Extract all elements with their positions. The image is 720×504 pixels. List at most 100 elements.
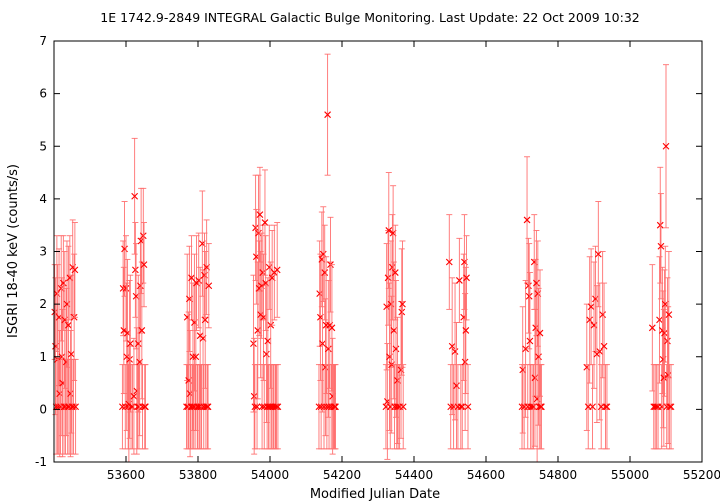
data-point <box>254 327 262 334</box>
data-point <box>273 403 280 411</box>
data-point <box>596 348 604 355</box>
data-point-stroke <box>656 316 663 324</box>
data-point-stroke <box>660 374 668 382</box>
data-point-stroke <box>457 403 465 411</box>
data-point-stroke <box>455 277 463 284</box>
data-point <box>464 403 472 411</box>
data-point <box>192 353 200 361</box>
data-point <box>399 403 407 411</box>
data-point <box>321 269 329 276</box>
data-point <box>274 403 282 411</box>
y-tick-label: 2 <box>39 297 47 311</box>
data-point <box>463 274 470 282</box>
data-point <box>445 258 453 266</box>
data-point-stroke <box>463 274 470 282</box>
x-tick-label: 55000 <box>611 468 649 482</box>
data-point <box>384 274 392 282</box>
x-tick-label: 54400 <box>395 468 433 482</box>
data-point-stroke <box>264 337 272 345</box>
data-point-stroke <box>252 224 259 232</box>
y-tick-label: 1 <box>39 350 47 364</box>
data-point-stroke <box>67 350 75 358</box>
data-point <box>140 261 148 269</box>
data-point <box>393 403 401 411</box>
data-point-stroke <box>265 263 273 271</box>
data-point <box>590 321 598 329</box>
data-point-stroke <box>137 282 144 290</box>
data-point-stroke <box>261 219 269 226</box>
data-point <box>250 340 257 347</box>
data-point <box>119 403 126 411</box>
data-point-stroke <box>653 403 661 411</box>
data-point <box>664 371 672 379</box>
data-point <box>320 403 328 411</box>
y-tick-label: 4 <box>39 192 47 206</box>
data-point <box>656 316 663 324</box>
data-point <box>661 329 668 337</box>
x-tick-label: 53600 <box>107 468 145 482</box>
data-point-stroke <box>447 403 455 411</box>
data-point <box>189 353 197 361</box>
data-point <box>458 403 466 411</box>
data-point-stroke <box>63 300 71 308</box>
data-point-stroke <box>392 345 400 353</box>
data-point <box>252 224 259 232</box>
data-point-stroke <box>317 403 325 411</box>
data-point <box>130 392 138 400</box>
data-point-stroke <box>453 382 460 390</box>
data-point <box>522 345 529 353</box>
data-point <box>455 277 463 284</box>
data-point-stroke <box>525 292 533 300</box>
data-point-stroke <box>451 348 459 355</box>
data-point-stroke <box>385 227 393 234</box>
data-point-stroke <box>458 403 466 411</box>
data-point-stroke <box>195 277 203 284</box>
data-point-stroke <box>121 245 128 253</box>
data-point <box>250 392 258 400</box>
data-point-stroke <box>523 216 531 224</box>
data-point <box>126 340 134 347</box>
data-point-stroke <box>384 274 392 282</box>
data-point <box>256 211 264 219</box>
data-point-stroke <box>119 403 126 411</box>
data-point <box>526 337 534 345</box>
data-point <box>398 308 406 316</box>
data-point-stroke <box>66 274 74 282</box>
y-tick-label: 7 <box>39 34 47 48</box>
data-point <box>392 345 400 353</box>
data-point <box>448 342 456 350</box>
data-point <box>318 256 326 263</box>
data-point <box>665 311 673 319</box>
data-point-stroke <box>58 353 66 361</box>
data-point-stroke <box>122 284 130 292</box>
data-point <box>535 353 542 361</box>
plot-area <box>51 53 675 463</box>
data-point-stroke <box>589 403 596 411</box>
data-point <box>525 282 532 290</box>
data-point <box>657 242 665 250</box>
data-point <box>453 382 460 390</box>
data-point-stroke <box>538 403 545 411</box>
data-point-stroke <box>535 353 542 361</box>
data-point <box>666 403 673 411</box>
data-point <box>121 245 128 253</box>
data-point-stroke <box>319 340 326 347</box>
data-point <box>67 390 74 397</box>
data-point <box>519 366 527 374</box>
data-point-stroke <box>256 211 264 219</box>
data-point <box>583 363 591 371</box>
data-point-stroke <box>127 403 135 411</box>
data-point <box>131 192 139 200</box>
data-point-stroke <box>324 111 331 119</box>
data-point-stroke <box>131 266 139 274</box>
data-point <box>273 266 281 274</box>
data-point <box>651 403 659 411</box>
y-tick-label: -1 <box>35 455 47 469</box>
data-point-stroke <box>204 403 212 411</box>
data-point-stroke <box>519 366 527 374</box>
data-point <box>594 250 602 258</box>
data-point <box>319 340 326 347</box>
data-point-stroke <box>189 353 197 361</box>
data-point-stroke <box>599 311 607 319</box>
data-point <box>126 355 133 363</box>
